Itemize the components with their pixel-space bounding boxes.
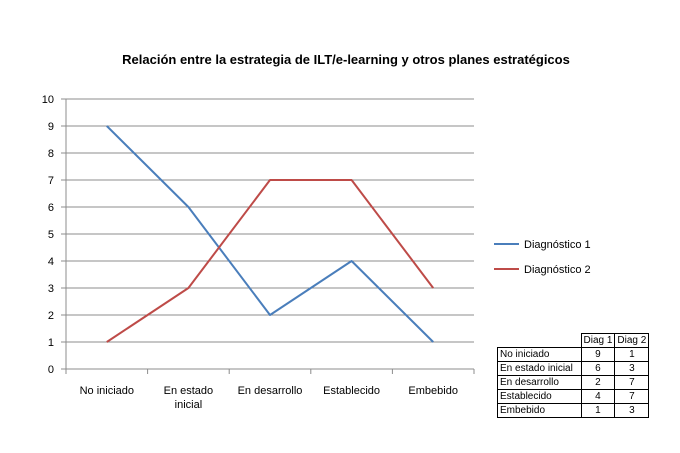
- table-corner-cell: [497, 333, 582, 348]
- y-tick-label: 9: [48, 121, 54, 133]
- table-row-label: En estado inicial: [497, 361, 582, 376]
- y-tick-label: 1: [48, 337, 54, 349]
- table-cell: 6: [580, 361, 616, 376]
- table-row: Embebido 1 3: [497, 403, 650, 418]
- table-row: No iniciado 9 1: [497, 347, 650, 362]
- table-header-diag2: Diag 2: [614, 333, 650, 348]
- y-tick-label: 7: [48, 175, 54, 187]
- table-cell: 7: [614, 389, 650, 404]
- table-cell: 1: [614, 347, 650, 362]
- axes: [61, 98, 475, 374]
- x-tick-label: No iniciado: [80, 385, 134, 397]
- table-row-label: Establecido: [497, 389, 582, 404]
- data-table: Diag 1 Diag 2 No iniciado 9 1 En estado …: [497, 333, 650, 418]
- legend-label-1: Diagnóstico 1: [524, 239, 591, 251]
- table-cell: 2: [580, 375, 616, 390]
- x-tick-label: En desarrollo: [238, 385, 303, 397]
- table-row-label: No iniciado: [497, 347, 582, 362]
- table-row: En desarrollo 2 7: [497, 375, 650, 390]
- y-tick-label: 0: [48, 364, 54, 376]
- table-cell: 3: [614, 361, 650, 376]
- table-cell: 1: [580, 403, 616, 418]
- table-header-diag1: Diag 1: [580, 333, 616, 348]
- x-tick-label: En estado inicial: [164, 385, 214, 411]
- x-tick-label: Embebido: [408, 385, 458, 397]
- gridlines: [66, 98, 474, 343]
- y-tick-label: 10: [42, 94, 54, 106]
- y-tick-label: 4: [48, 256, 54, 268]
- chart-title: Relación entre la estrategia de ILT/e-le…: [122, 52, 570, 67]
- legend: Diagnóstico 1 Diagnóstico 2: [494, 239, 591, 276]
- table-row-label: En desarrollo: [497, 375, 582, 390]
- table-header-row: Diag 1 Diag 2: [497, 333, 650, 348]
- series-lines: [106, 125, 434, 343]
- y-tick-label: 5: [48, 229, 54, 241]
- y-tick-label: 6: [48, 202, 54, 214]
- table-row: Establecido 4 7: [497, 389, 650, 404]
- table-cell: 7: [614, 375, 650, 390]
- table-row: En estado inicial 6 3: [497, 361, 650, 376]
- table-row-label: Embebido: [497, 403, 582, 418]
- y-tick-label: 2: [48, 310, 54, 322]
- x-axis-ticks: No iniciado En estado inicial En desarrollo…: [80, 385, 458, 411]
- table-cell: 4: [580, 389, 616, 404]
- x-tick-label: Establecido: [323, 385, 380, 397]
- legend-label-2: Diagnóstico 2: [524, 264, 591, 276]
- table-cell: 9: [580, 347, 616, 362]
- y-tick-label: 3: [48, 283, 54, 295]
- table-cell: 3: [614, 403, 650, 418]
- series-line-2: [106, 179, 434, 343]
- y-tick-label: 8: [48, 148, 54, 160]
- y-axis-ticks: 0 1 2 3 4 5 6 7 8 9 10: [42, 94, 54, 376]
- series-line-1: [106, 125, 434, 343]
